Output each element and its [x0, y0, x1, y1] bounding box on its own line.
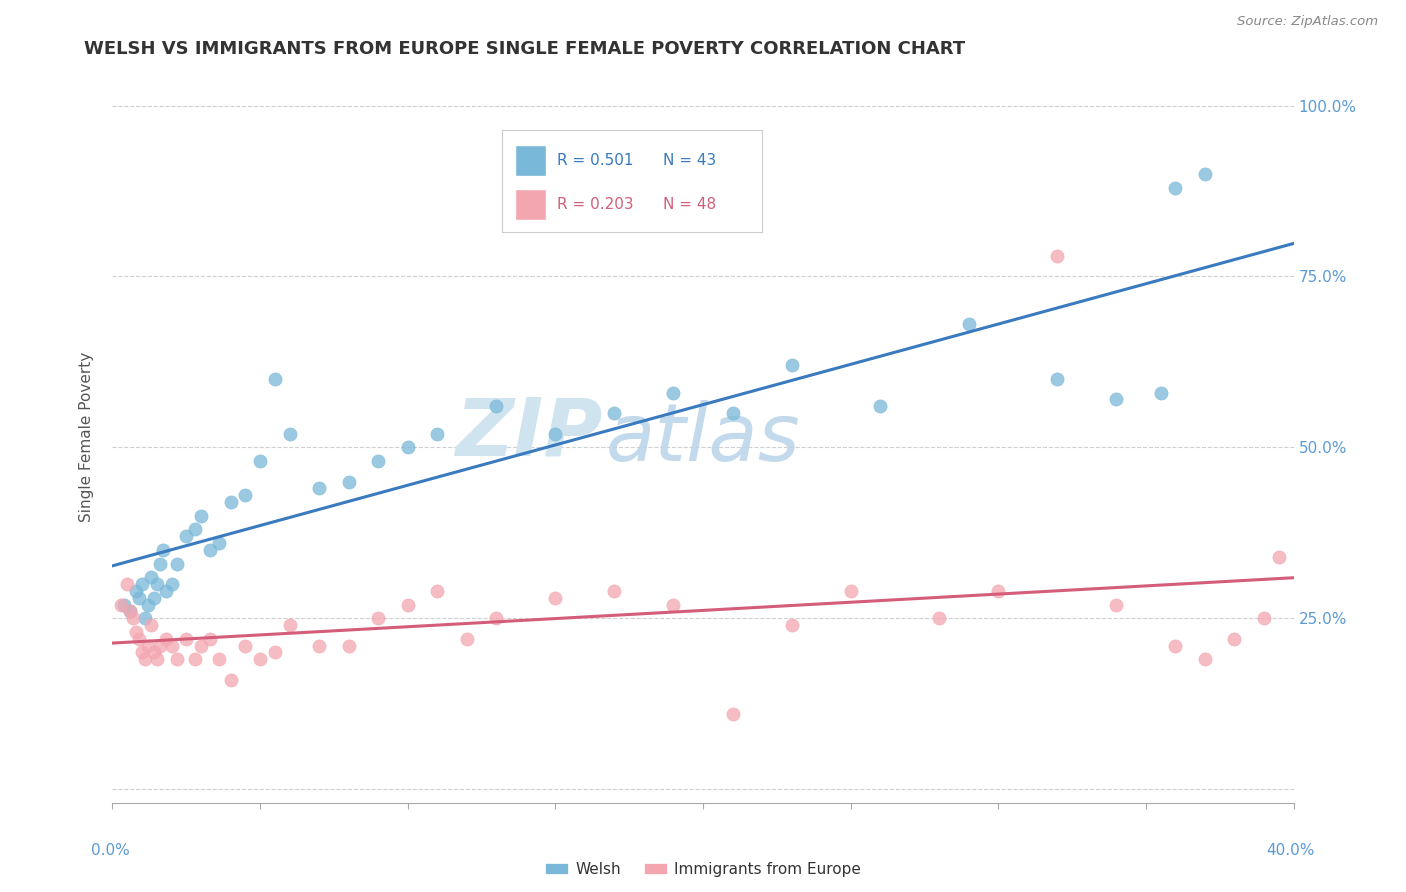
Point — [139, 570, 162, 584]
Point — [149, 639, 172, 653]
Point — [721, 406, 744, 420]
Point — [122, 611, 145, 625]
Text: ZIP: ZIP — [456, 394, 603, 473]
Point — [544, 591, 567, 605]
Point — [721, 706, 744, 721]
Point — [174, 529, 197, 543]
Point — [662, 598, 685, 612]
Point — [198, 632, 221, 646]
Text: 0.0%: 0.0% — [91, 843, 131, 857]
Point — [152, 542, 174, 557]
Y-axis label: Single Female Poverty: Single Female Poverty — [79, 352, 94, 522]
Legend: Welsh, Immigrants from Europe: Welsh, Immigrants from Europe — [538, 855, 868, 883]
Point — [264, 645, 287, 659]
Point — [1223, 632, 1246, 646]
Point — [249, 454, 271, 468]
Point — [1164, 180, 1187, 194]
Point — [662, 385, 685, 400]
Point — [233, 488, 256, 502]
Point — [264, 372, 287, 386]
Point — [120, 604, 142, 618]
Point — [1105, 392, 1128, 407]
Point — [184, 522, 207, 536]
Point — [1046, 372, 1069, 386]
Point — [780, 618, 803, 632]
Point — [367, 611, 389, 625]
Point — [308, 481, 330, 495]
Point — [190, 508, 212, 523]
Point — [780, 359, 803, 373]
Point — [134, 611, 156, 625]
Point — [396, 598, 419, 612]
Point — [603, 406, 626, 420]
Point — [396, 440, 419, 454]
Point — [869, 400, 891, 414]
Point — [110, 598, 132, 612]
Point — [128, 632, 150, 646]
Point — [134, 652, 156, 666]
Point — [233, 639, 256, 653]
Point — [136, 639, 159, 653]
Text: Source: ZipAtlas.com: Source: ZipAtlas.com — [1237, 15, 1378, 28]
Point — [146, 652, 169, 666]
Point — [155, 583, 177, 598]
Point — [1194, 652, 1216, 666]
Point — [208, 536, 231, 550]
Point — [219, 495, 242, 509]
Point — [544, 426, 567, 441]
Point — [131, 645, 153, 659]
Point — [987, 583, 1010, 598]
Point — [198, 542, 221, 557]
Point — [485, 400, 508, 414]
Point — [208, 652, 231, 666]
Point — [308, 639, 330, 653]
Point — [160, 639, 183, 653]
Point — [155, 632, 177, 646]
Point — [136, 598, 159, 612]
Point — [1046, 249, 1069, 263]
Point — [184, 652, 207, 666]
Point — [166, 652, 188, 666]
Point — [603, 583, 626, 598]
Point — [1194, 167, 1216, 181]
Point — [928, 611, 950, 625]
Point — [112, 598, 135, 612]
Text: atlas: atlas — [606, 401, 801, 478]
Point — [337, 639, 360, 653]
Point — [249, 652, 271, 666]
Point — [1253, 611, 1275, 625]
Point — [1164, 639, 1187, 653]
Point — [456, 632, 478, 646]
Point — [426, 583, 449, 598]
Point — [117, 577, 138, 591]
Point — [125, 583, 148, 598]
Point — [190, 639, 212, 653]
Point — [174, 632, 197, 646]
Point — [1150, 385, 1173, 400]
Point — [166, 557, 188, 571]
Point — [131, 577, 153, 591]
Point — [1268, 549, 1291, 564]
Point — [146, 577, 169, 591]
Text: 40.0%: 40.0% — [1267, 843, 1315, 857]
Point — [839, 583, 862, 598]
Point — [139, 618, 162, 632]
Point — [1105, 598, 1128, 612]
Text: WELSH VS IMMIGRANTS FROM EUROPE SINGLE FEMALE POVERTY CORRELATION CHART: WELSH VS IMMIGRANTS FROM EUROPE SINGLE F… — [84, 40, 966, 58]
Point — [142, 645, 165, 659]
Point — [337, 475, 360, 489]
Point — [957, 318, 980, 332]
Point — [278, 426, 301, 441]
Point — [426, 426, 449, 441]
Point — [160, 577, 183, 591]
Point — [149, 557, 172, 571]
Point — [125, 624, 148, 639]
Point — [120, 604, 142, 618]
Point — [142, 591, 165, 605]
Point — [219, 673, 242, 687]
Point — [485, 611, 508, 625]
Point — [367, 454, 389, 468]
Point — [278, 618, 301, 632]
Point — [128, 591, 150, 605]
